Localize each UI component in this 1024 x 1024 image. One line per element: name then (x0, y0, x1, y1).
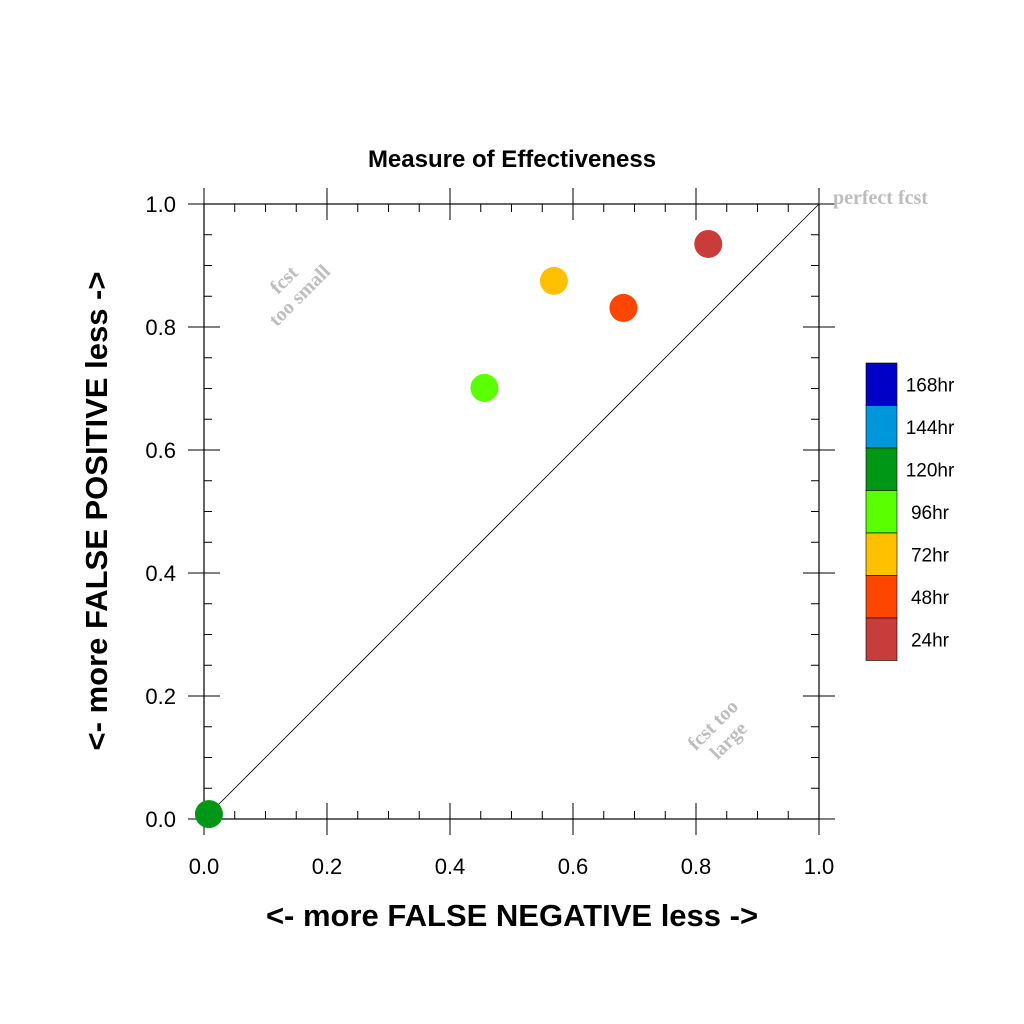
x-tick-label: 1.0 (804, 854, 835, 879)
legend: 168hr 144hr 120hr 96hr 72hr 48hr 24hr (865, 362, 955, 661)
legend-label-72hr: 72hr (911, 545, 950, 566)
x-tick-label: 0.4 (435, 854, 466, 879)
legend-label-144hr: 144hr (906, 418, 955, 439)
legend-label-168hr: 168hr (906, 375, 955, 396)
data-point-72hr (539, 266, 568, 295)
y-tick-label: 0.0 (145, 807, 176, 832)
y-tick-label: 0.8 (145, 315, 176, 340)
x-tick-label: 0.6 (558, 854, 589, 879)
legend-swatch-24hr (865, 617, 898, 661)
minor-ticks (204, 204, 819, 819)
x-tick-label: 0.2 (312, 854, 343, 879)
legend-swatch-144hr (865, 405, 898, 449)
legend-swatch-168hr (865, 362, 898, 406)
y-axis-label: <- more FALSE POSITIVE less -> (79, 272, 114, 751)
data-point-96hr (470, 373, 499, 402)
no-bias-diagonal-line (203, 203, 820, 820)
x-tick-label: 0.8 (681, 854, 712, 879)
y-tick-label: 0.6 (145, 438, 176, 463)
legend-swatch-72hr (865, 532, 898, 576)
data-point-24hr (694, 229, 723, 258)
legend-label-96hr: 96hr (911, 503, 950, 524)
too-small-line-2: too small (265, 260, 335, 330)
y-tick-label: 0.2 (145, 684, 176, 709)
y-tick-label: 1.0 (145, 192, 176, 217)
perfect-forecast-annotation: perfect fcst (833, 187, 928, 209)
legend-label-48hr: 48hr (911, 588, 950, 609)
y-tick-label: 0.4 (145, 561, 176, 586)
major-ticks (188, 188, 835, 835)
too-large-annotation: fcst too large (684, 696, 752, 764)
legend-swatch-48hr (865, 575, 898, 619)
legend-swatch-96hr (865, 490, 898, 534)
legend-label-120hr: 120hr (906, 460, 955, 481)
chart-title: Measure of Effectiveness (368, 146, 656, 173)
legend-swatch-120hr (865, 447, 898, 491)
plot-area: 0.0 0.2 0.4 0.6 0.8 1.0 0.0 0.2 0.4 0.6 0.8 1.0 (145, 188, 835, 879)
legend-label-24hr: 24hr (911, 630, 950, 651)
x-axis-label: <- more FALSE NEGATIVE less -> (266, 898, 758, 933)
data-point-48hr (609, 293, 638, 322)
too-small-annotation: fcst too small (265, 260, 335, 330)
x-tick-label: 0.0 (189, 854, 220, 879)
data-points (194, 229, 723, 829)
data-point-120hr (194, 800, 223, 829)
x-tick-labels: 0.0 0.2 0.4 0.6 0.8 1.0 (189, 854, 835, 879)
y-tick-labels: 0.0 0.2 0.4 0.6 0.8 1.0 (145, 192, 176, 832)
